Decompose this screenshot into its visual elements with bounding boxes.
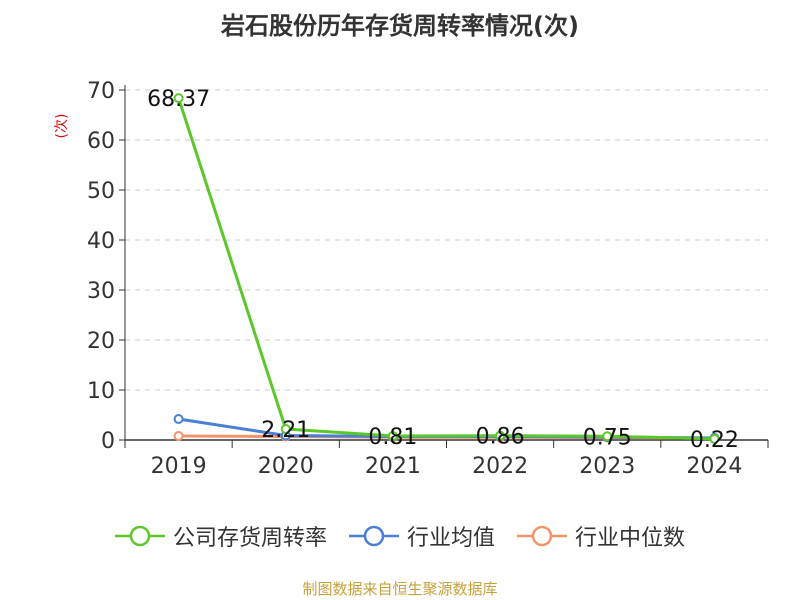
x-tick-label: 2023 <box>579 454 635 479</box>
axes: 0 10 20 30 40 50 60 70 2019 2020 2021 2022 2023 2024 <box>87 79 769 479</box>
gridlines <box>125 89 768 391</box>
data-source-note: 制图数据来自恒生聚源数据库 <box>302 580 498 598</box>
data-point <box>602 431 613 442</box>
x-tick-label: 2020 <box>258 454 314 479</box>
legend-label: 行业均值 <box>406 526 495 551</box>
data-point <box>387 430 398 441</box>
x-tick-label: 2021 <box>365 454 421 479</box>
data-point <box>173 431 184 441</box>
data-point <box>280 423 291 434</box>
y-tick-label: 20 <box>87 329 115 354</box>
y-tick-label: 30 <box>87 279 115 304</box>
data-label: 0.86 <box>476 425 525 450</box>
data-labels: 68.37 2.21 0.81 0.86 0.75 0.22 <box>147 87 739 453</box>
data-label: 68.37 <box>147 87 210 112</box>
chart-title: 岩石股份历年存货周转率情况(次) <box>221 12 579 40</box>
y-tick-label: 0 <box>101 429 115 454</box>
legend-swatch <box>517 525 567 547</box>
y-tick-label: 50 <box>87 179 115 204</box>
legend-label: 行业中位数 <box>575 526 686 551</box>
data-point <box>173 93 184 104</box>
x-tick-label: 2024 <box>686 454 742 479</box>
data-point <box>709 433 720 444</box>
legend-swatch <box>348 525 399 547</box>
data-point <box>495 430 506 441</box>
data-label: 0.75 <box>583 425 632 450</box>
legend-label: 公司存货周转率 <box>172 526 327 551</box>
x-tick-label: 2019 <box>151 454 207 479</box>
x-tick-label: 2022 <box>472 454 528 479</box>
legend-item[interactable]: 公司存货周转率 <box>114 520 327 552</box>
data-label: 0.22 <box>690 428 739 453</box>
series-lines <box>173 93 720 444</box>
legend: 公司存货周转率 行业均值 行业中位数 <box>0 518 800 554</box>
series-line <box>177 97 715 441</box>
y-tick-label: 60 <box>87 129 115 154</box>
y-tick-label: 40 <box>87 229 115 254</box>
legend-swatch <box>114 525 165 547</box>
legend-item[interactable]: 行业均值 <box>348 520 495 552</box>
y-tick-label: 70 <box>87 79 115 104</box>
y-axis-label: (次) <box>54 114 70 139</box>
data-label: 2.21 <box>261 418 310 443</box>
data-label: 0.81 <box>368 425 417 450</box>
legend-item[interactable]: 行业中位数 <box>517 520 685 552</box>
y-tick-label: 10 <box>87 379 115 404</box>
data-point <box>173 414 184 424</box>
